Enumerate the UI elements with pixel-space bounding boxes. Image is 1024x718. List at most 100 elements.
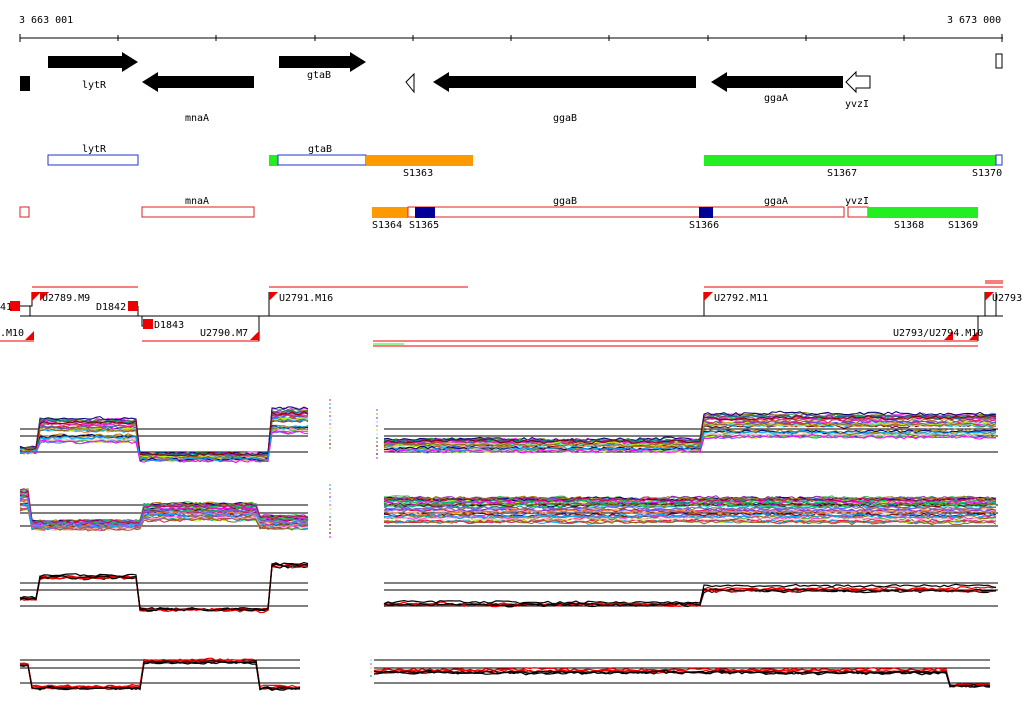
gene-fragment-left[interactable]	[20, 76, 30, 91]
expression-panel-2-series-line	[383, 505, 997, 511]
segment-red-lines	[0, 280, 1003, 347]
expression-panel-1-series-line	[383, 421, 997, 448]
reverse-label-ggaB: ggaB	[553, 196, 577, 207]
reverse-box-mnaA[interactable]	[141, 206, 255, 218]
reverse-label-S1365: S1365	[409, 220, 439, 231]
expression-panel-1-series-line	[383, 414, 997, 445]
expression-panel-1-series-line	[19, 411, 309, 457]
gene-fragment-right[interactable]	[995, 53, 1003, 69]
expression-panel-1-series-line	[383, 410, 997, 442]
gene-label-lytR: lytR	[82, 80, 107, 91]
gene-label-yvzI: yvzI	[845, 99, 869, 110]
forward-green-small[interactable]	[269, 155, 278, 166]
expression-panels	[19, 399, 998, 692]
feature-S1363[interactable]	[366, 155, 473, 166]
feature-S1364[interactable]	[372, 207, 408, 218]
gene-ggaB[interactable]: ggaB	[433, 72, 696, 124]
reverse-label-S1364: S1364	[372, 220, 402, 231]
expression-panel-3-series-line	[19, 561, 309, 612]
ruler-ticks	[19, 34, 1003, 42]
start-coordinate: 3 663 001	[19, 15, 73, 26]
forward-label-S1363: S1363	[403, 168, 433, 179]
expression-panel-1-series-line	[383, 432, 997, 453]
expression-panel-4-series-line	[373, 666, 991, 687]
feature-S1367[interactable]	[704, 155, 996, 166]
segment-label-M10-left: .M10	[0, 328, 24, 339]
gene-track: lytR mnaA gtaB ggaB ggaA yvzI	[20, 52, 1003, 124]
forward-label-lytR: lytR	[82, 144, 107, 155]
expression-panel-2-series-line	[383, 509, 997, 516]
expression-panel-1-series-line	[383, 428, 997, 452]
expression-panel-3-series-line	[19, 563, 309, 612]
forward-feature-track: lytR gtaB S1363 S1367 S1370	[47, 144, 1003, 179]
expression-panel-1-series-line	[19, 425, 309, 462]
forward-box-gtaB[interactable]	[277, 154, 367, 166]
expression-panel-4-series-line	[19, 657, 301, 689]
expression-panel-3-series-line	[19, 563, 309, 613]
feature-S1368-S1369[interactable]	[868, 207, 978, 218]
coordinate-ruler: 3 663 001 3 673 000	[19, 15, 1003, 42]
reverse-label-ggaA: ggaA	[764, 196, 788, 207]
gene-mnaA[interactable]: mnaA	[142, 72, 254, 124]
expression-panel-1-series-line	[19, 418, 309, 460]
reverse-label-mnaA: mnaA	[185, 196, 209, 207]
expression-panel-2-series-line	[19, 507, 309, 532]
segmentation-track: 41 U2789.M9 D1842 U2791.M16 U2792.M11 U2…	[0, 280, 1022, 347]
expression-panel-2-series-line	[383, 496, 997, 502]
gene-gtaB[interactable]: gtaB	[279, 52, 366, 81]
segment-label-U2789-M9: U2789.M9	[42, 293, 90, 304]
segment-markers	[10, 292, 994, 340]
expression-panel-1-series-line	[19, 408, 309, 457]
expression-panel-2-series-line	[383, 497, 997, 503]
expression-panel-4	[19, 657, 991, 692]
segment-label-41: 41	[0, 302, 12, 313]
expression-panel-1-series-line	[19, 409, 309, 457]
expression-panel-2-series-line	[19, 499, 309, 529]
expression-panel-2-series-line	[19, 503, 309, 531]
reverse-label-S1368: S1368	[894, 220, 924, 231]
forward-box-end[interactable]	[995, 154, 1003, 166]
expression-panel-1-series-line	[383, 433, 997, 454]
reverse-box-yvzI[interactable]	[847, 206, 869, 218]
expression-panel-3-series-line	[19, 565, 309, 612]
expression-panel-3-series-line	[19, 564, 309, 614]
expression-panel-1	[19, 406, 998, 464]
expression-panel-1-series-line	[383, 413, 997, 444]
gene-yvzI[interactable]: yvzI	[845, 70, 871, 110]
segment-label-D1842: D1842	[96, 302, 126, 313]
forward-label-gtaB: gtaB	[308, 144, 332, 155]
feature-S1365[interactable]	[415, 207, 435, 218]
reverse-label-yvzI: yvzI	[845, 196, 869, 207]
gene-ggaA[interactable]: ggaA	[711, 72, 843, 104]
expression-panel-2-series-line	[383, 499, 997, 506]
reverse-label-S1366: S1366	[689, 220, 719, 231]
expression-panel-4-series-line	[19, 660, 301, 692]
reverse-box-ggaB[interactable]	[407, 206, 845, 218]
gene-label-gtaB: gtaB	[307, 70, 331, 81]
reverse-label-S1369: S1369	[948, 220, 978, 231]
expression-panel-1-series-line	[19, 406, 309, 456]
forward-box-lytR[interactable]	[47, 154, 139, 166]
gene-small-open-arrow[interactable]	[405, 72, 415, 94]
expression-panel-2-series-line	[383, 516, 997, 523]
forward-label-S1367: S1367	[827, 168, 857, 179]
expression-panel-2-series-line	[383, 502, 997, 508]
expression-panel-2-series-line	[383, 512, 997, 519]
segment-label-U2790-M7: U2790.M7	[200, 328, 248, 339]
feature-S1366[interactable]	[699, 207, 713, 218]
gene-label-ggaA: ggaA	[764, 93, 788, 104]
expression-panel-1-series-line	[19, 407, 309, 457]
reverse-box-left[interactable]	[19, 206, 30, 218]
gene-lytR[interactable]: lytR	[48, 52, 138, 91]
expression-panel-2-series-line	[383, 495, 997, 502]
expression-panel-2-series-line	[19, 490, 309, 525]
expression-panel-4-series-line	[19, 659, 301, 691]
reverse-feature-track: mnaA ggaB ggaA yvzI S1364 S1365 S1366 S1…	[19, 196, 978, 231]
expression-panel-2-series-line	[383, 519, 997, 526]
segment-label-D1843: D1843	[154, 320, 184, 331]
expression-panel-3-series-line	[19, 563, 309, 612]
segment-label-U2793-U2794-M10: U2793/U2794.M10	[893, 328, 983, 339]
expression-panel-3-series-line	[383, 588, 997, 607]
